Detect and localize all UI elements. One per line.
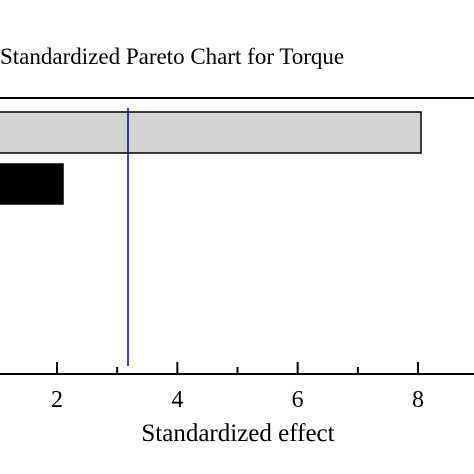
bar-negative	[0, 163, 64, 205]
x-axis-label: Standardized effect	[141, 420, 334, 447]
bars-group	[0, 111, 422, 205]
x-tick-label: 8	[412, 387, 424, 413]
x-tick-label: 2	[51, 387, 63, 413]
x-axis-ticks: 2 4 6 8	[51, 362, 424, 413]
x-tick-label: 6	[292, 387, 304, 413]
bar-positive	[0, 111, 422, 154]
chart-title: Standardized Pareto Chart for Torque	[0, 44, 344, 69]
x-tick-label: 4	[171, 387, 183, 413]
